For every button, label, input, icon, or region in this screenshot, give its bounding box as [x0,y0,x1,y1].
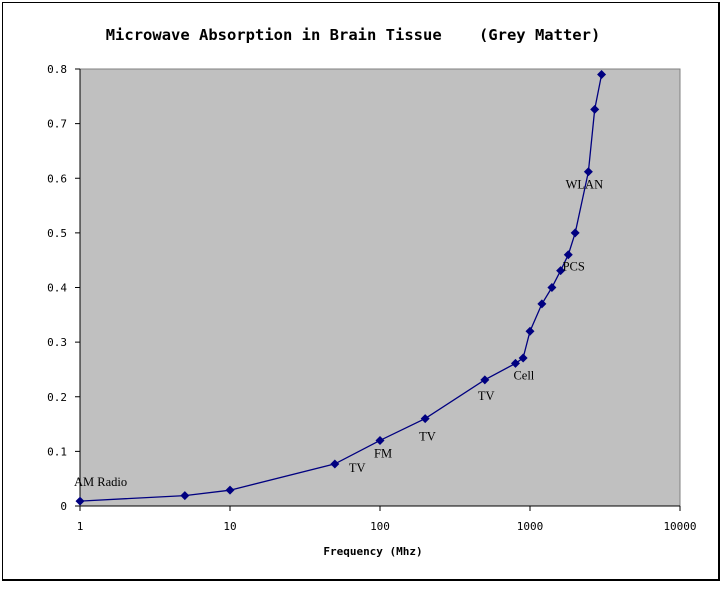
chart-title: Microwave Absorption in Brain Tissue (Gr… [106,26,601,44]
data-point [570,228,580,238]
y-tick-label: 0.6 [47,172,67,185]
data-point [510,358,520,368]
annotation-label: FM [374,446,392,460]
annotation-label: TV [419,430,436,444]
data-point [330,459,340,469]
annotation-label: TV [349,461,366,475]
data-point [420,414,430,424]
plot-area [79,68,681,507]
data-point [75,496,85,506]
data-point [375,435,385,445]
data-point [518,353,528,363]
y-axis-ticks: 0 0.1 0.2 0.3 0.4 0.5 0.6 0.7 0.8 [47,63,80,513]
data-point [525,326,535,336]
data-point [547,283,557,292]
x-tick-label: 1 [77,520,84,533]
data-point [597,69,607,79]
annotations-group: AM Radio TV FM TV TV Cell PCS WLAN [74,178,603,489]
y-tick-label: 0.7 [47,118,67,131]
series-line [79,74,603,502]
data-point [583,167,593,177]
annotation-label: AM Radio [74,475,127,489]
x-tick-label: 10000 [663,520,696,533]
data-point [590,104,600,114]
y-tick-label: 0.4 [47,282,67,295]
y-tick-label: 0 [60,500,67,513]
x-tick-label: 1000 [517,520,544,533]
annotation-label: Cell [513,368,534,382]
data-point [480,375,490,385]
annotation-label: PCS [563,260,585,274]
annotation-label: TV [478,389,495,403]
y-tick-label: 0.2 [47,391,67,404]
x-axis-ticks: 1 10 100 1000 10000 [77,506,697,533]
data-point [537,299,547,309]
series-points-group [75,69,607,506]
data-point [563,250,573,260]
y-tick-label: 0.1 [47,445,67,458]
data-point [225,485,235,495]
x-axis-label: Frequency (Mhz) [323,545,422,558]
y-tick-label: 0.5 [47,227,67,240]
y-tick-label: 0.8 [47,63,67,76]
y-tick-label: 0.3 [47,336,67,349]
x-tick-label: 10 [223,520,236,533]
x-tick-label: 100 [370,520,390,533]
series-line-group [79,74,603,502]
annotation-label: WLAN [566,178,604,192]
data-point [556,266,566,276]
data-point [180,491,190,501]
